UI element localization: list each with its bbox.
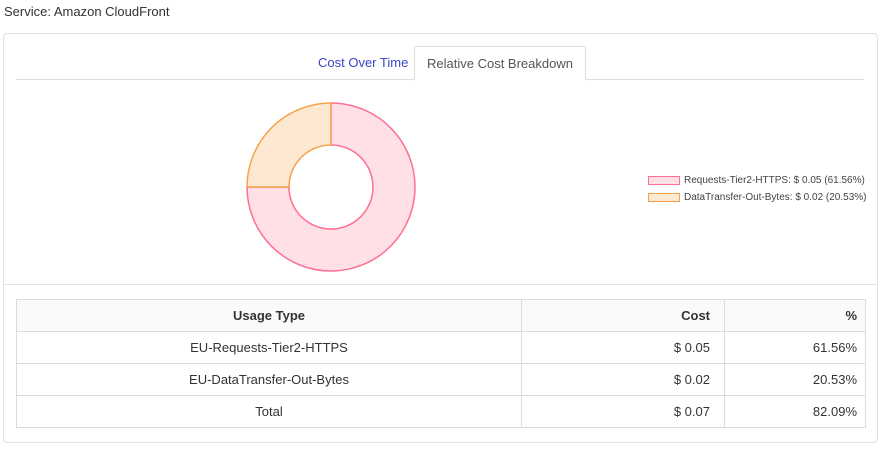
cell-total-label: Total [16, 395, 522, 428]
table-header-row: Usage Type Cost % [16, 299, 866, 332]
cell-percent: 20.53% [724, 363, 866, 396]
donut-chart [246, 102, 416, 272]
cell-cost: $ 0.02 [521, 363, 725, 396]
legend-swatch-requests [648, 175, 680, 185]
cell-percent: 61.56% [724, 331, 866, 364]
table-row: EU-Requests-Tier2-HTTPS $ 0.05 61.56% [16, 331, 866, 364]
donut-slice-datatransfer[interactable] [246, 102, 332, 188]
chart-area: Requests-Tier2-HTTPS: $ 0.05 (61.56%) Da… [4, 80, 877, 285]
legend-item-datatransfer[interactable]: DataTransfer-Out-Bytes: $ 0.02 (20.53%) [648, 189, 867, 205]
legend-swatch-datatransfer [648, 192, 680, 202]
legend-label-requests: Requests-Tier2-HTTPS: $ 0.05 (61.56%) [684, 174, 865, 186]
header-usage-type: Usage Type [16, 299, 522, 332]
tab-cost-over-time[interactable]: Cost Over Time [318, 55, 409, 70]
donut-slice-requests[interactable] [246, 102, 416, 272]
divider [4, 284, 877, 285]
table-total-row: Total $ 0.07 82.09% [16, 395, 866, 428]
chart-legend: Requests-Tier2-HTTPS: $ 0.05 (61.56%) Da… [648, 172, 867, 206]
cell-total-cost: $ 0.07 [521, 395, 725, 428]
tab-relative-cost-breakdown[interactable]: Relative Cost Breakdown [414, 46, 586, 81]
legend-item-requests[interactable]: Requests-Tier2-HTTPS: $ 0.05 (61.56%) [648, 172, 867, 188]
breakdown-panel: Cost Over Time Relative Cost Breakdown R… [3, 33, 878, 443]
service-label: Service: Amazon CloudFront [4, 4, 170, 19]
cell-usage-type: EU-DataTransfer-Out-Bytes [16, 363, 522, 396]
tab-bar: Cost Over Time Relative Cost Breakdown [16, 46, 864, 81]
table-row: EU-DataTransfer-Out-Bytes $ 0.02 20.53% [16, 363, 866, 396]
header-percent: % [724, 299, 866, 332]
cell-total-percent: 82.09% [724, 395, 866, 428]
cell-usage-type: EU-Requests-Tier2-HTTPS [16, 331, 522, 364]
legend-label-datatransfer: DataTransfer-Out-Bytes: $ 0.02 (20.53%) [684, 191, 867, 203]
usage-table: Usage Type Cost % EU-Requests-Tier2-HTTP… [16, 299, 866, 428]
header-cost: Cost [521, 299, 725, 332]
cell-cost: $ 0.05 [521, 331, 725, 364]
